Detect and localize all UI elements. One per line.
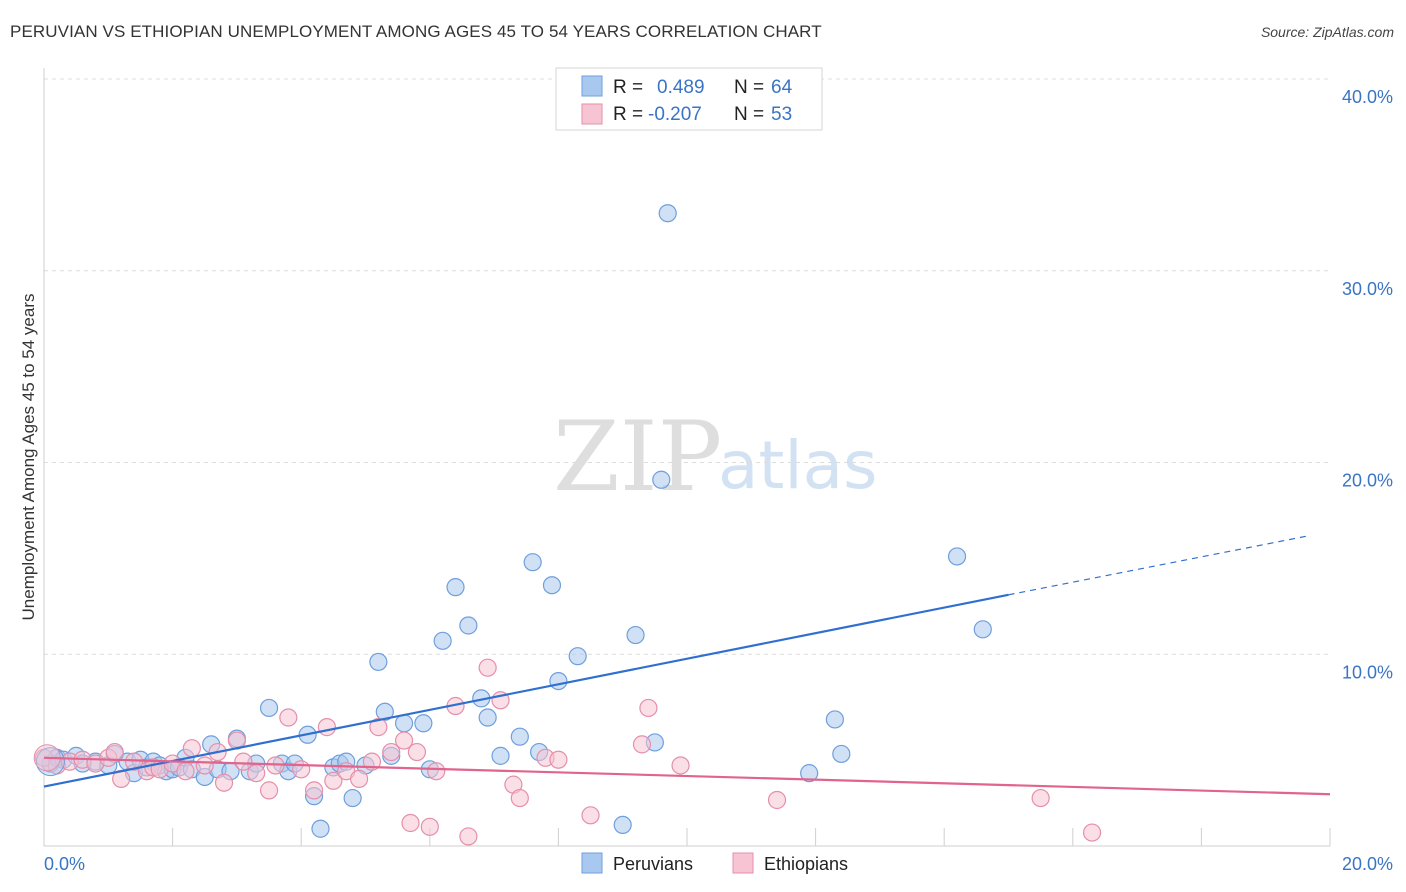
point-peruvians — [549, 671, 568, 691]
point-ethiopians — [671, 756, 690, 775]
point-ethiopians — [105, 742, 124, 762]
point-peruvians — [523, 553, 542, 572]
point-peruvians — [459, 616, 478, 635]
point-ethiopians — [176, 762, 195, 781]
legend-swatch-peruvians — [581, 75, 603, 97]
source-note: Source: ZipAtlas.com — [1260, 24, 1394, 40]
point-peruvians — [510, 727, 529, 746]
point-ethiopians — [632, 735, 652, 754]
point-ethiopians — [382, 742, 401, 762]
point-peruvians — [947, 547, 967, 566]
point-ethiopians — [304, 781, 324, 800]
legend-r-value-2: -0.207 — [648, 104, 702, 125]
series-legend-swatch-peruvians — [581, 852, 603, 874]
point-ethiopians — [349, 769, 369, 788]
point-peruvians — [658, 204, 677, 223]
point-peruvians — [626, 625, 645, 645]
legend-r-label-2: R = — [613, 104, 643, 125]
watermark-atlas: atlas — [718, 427, 878, 504]
point-peruvians — [478, 708, 497, 727]
y-tick-label: 10.0% — [1342, 662, 1393, 682]
point-ethiopians — [234, 752, 253, 771]
point-ethiopians — [369, 718, 388, 737]
point-ethiopians — [324, 771, 343, 790]
x-tick-label: 0.0% — [44, 854, 85, 874]
point-ethiopians — [182, 739, 201, 758]
legend-n-value-2: 53 — [771, 104, 792, 125]
trend-line-extension-peruvians — [1008, 534, 1311, 596]
point-ethiopians — [478, 658, 497, 677]
scatter-points — [33, 204, 1102, 846]
point-peruvians — [652, 470, 671, 489]
point-peruvians — [394, 714, 414, 733]
legend-n-label-2: N = — [734, 104, 764, 125]
point-peruvians — [832, 744, 851, 764]
y-tick-label: 40.0% — [1342, 87, 1393, 107]
legend-n-value-1: 64 — [771, 77, 793, 98]
series-legend-label-peruvians: Peruvians — [613, 854, 693, 874]
point-ethiopians — [279, 708, 298, 727]
y-tick-labels: 10.0% 20.0% 30.0% 40.0% — [1342, 87, 1393, 682]
point-peruvians — [491, 746, 510, 765]
point-ethiopians — [427, 762, 446, 781]
point-peruvians — [259, 698, 279, 718]
chart-title: PERUVIAN VS ETHIOPIAN UNEMPLOYMENT AMONG… — [10, 22, 822, 41]
watermark-zip: ZIP — [553, 401, 722, 513]
watermark: ZIP atlas — [553, 401, 878, 513]
legend-r-label-1: R = — [613, 77, 643, 98]
point-ethiopians — [549, 750, 568, 769]
x-tick-labels: 0.0% 20.0% — [44, 854, 1393, 874]
point-ethiopians — [214, 773, 234, 792]
x-axis-ticks — [43, 828, 1331, 846]
point-ethiopians — [195, 756, 214, 775]
series-legend-label-ethiopians: Ethiopians — [764, 854, 848, 874]
point-ethiopians — [510, 788, 529, 808]
point-ethiopians — [259, 781, 279, 800]
point-peruvians — [568, 647, 587, 666]
x-tick-label: 20.0% — [1342, 854, 1393, 874]
point-ethiopians — [767, 790, 787, 810]
point-peruvians — [311, 819, 330, 838]
point-ethiopians — [1031, 788, 1050, 808]
point-ethiopians — [317, 718, 337, 737]
point-peruvians — [613, 815, 632, 835]
point-ethiopians — [401, 813, 420, 833]
point-peruvians — [433, 631, 452, 650]
point-ethiopians — [581, 806, 600, 825]
point-peruvians — [35, 747, 65, 777]
point-ethiopians — [292, 760, 311, 779]
series-legend: Peruvians Ethiopians — [581, 852, 848, 874]
point-peruvians — [375, 702, 394, 721]
point-peruvians — [446, 578, 465, 597]
point-ethiopians — [1082, 823, 1102, 842]
point-peruvians — [369, 652, 388, 672]
point-peruvians — [825, 710, 844, 729]
y-axis-label: Unemployment Among Ages 45 to 54 years — [19, 294, 38, 621]
trend-line-peruvians — [43, 593, 1009, 788]
point-ethiopians — [407, 742, 427, 762]
point-ethiopians — [459, 827, 478, 846]
point-ethiopians — [639, 698, 658, 718]
point-peruvians — [414, 714, 433, 733]
legend-n-label-1: N = — [734, 77, 764, 98]
point-peruvians — [973, 620, 992, 639]
series-legend-swatch-ethiopians — [732, 852, 754, 874]
point-peruvians — [800, 764, 819, 783]
trend-lines — [43, 534, 1331, 796]
y-tick-label: 20.0% — [1342, 471, 1393, 491]
point-peruvians — [542, 576, 562, 595]
point-ethiopians — [247, 764, 266, 783]
stats-legend: R = 0.489 N = 64 R = -0.207 N = 53 — [555, 67, 823, 131]
gridlines — [44, 78, 1330, 655]
point-ethiopians — [394, 731, 414, 750]
legend-swatch-ethiopians — [581, 103, 603, 125]
legend-r-value-1: 0.489 — [657, 77, 705, 98]
point-ethiopians — [420, 817, 439, 836]
trend-line-ethiopians — [43, 756, 1331, 796]
y-tick-label: 30.0% — [1342, 279, 1393, 299]
point-peruvians — [343, 788, 362, 808]
